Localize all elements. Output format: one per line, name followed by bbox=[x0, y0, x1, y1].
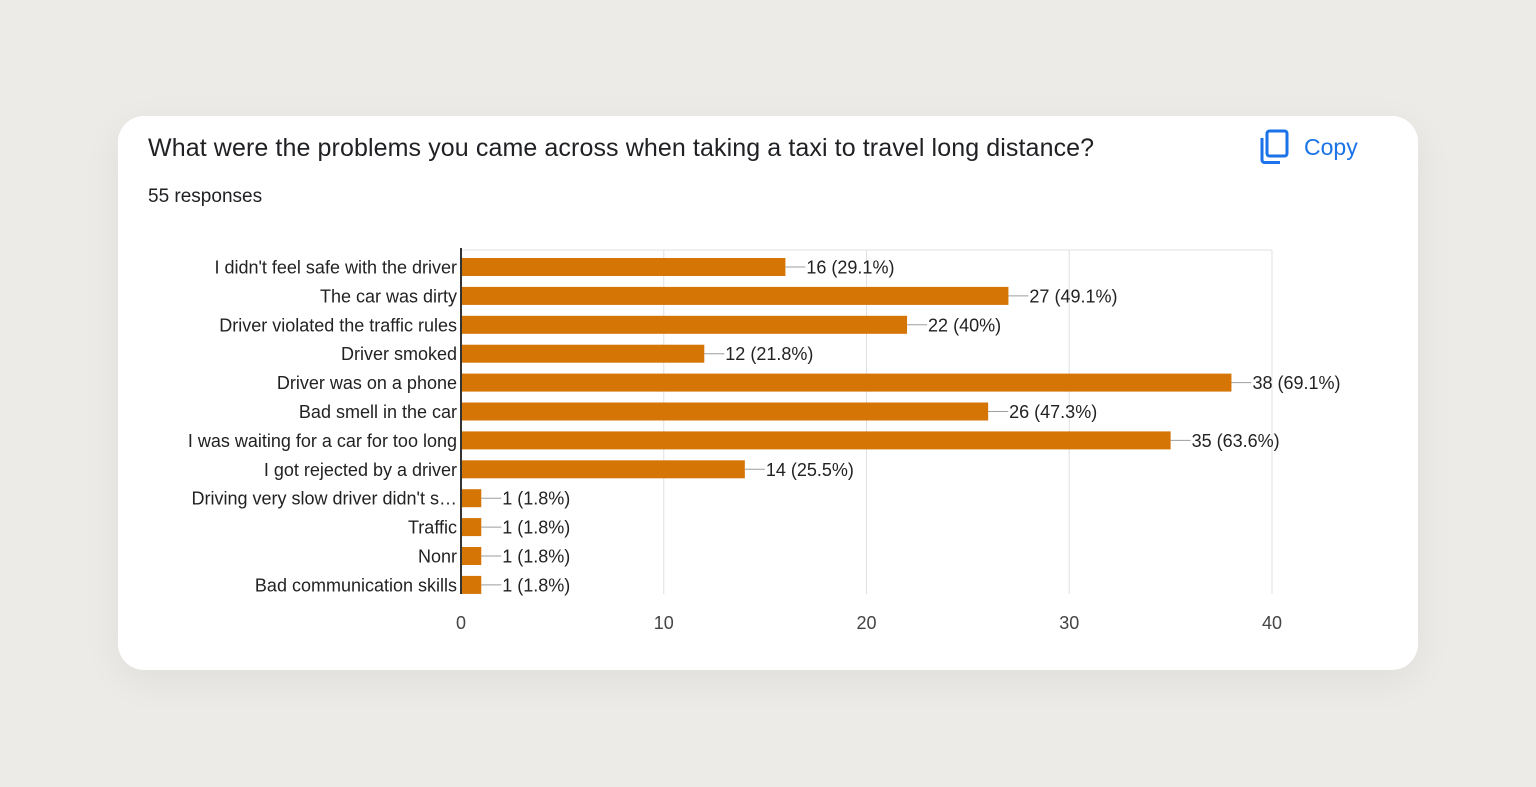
data-label: 27 (49.1%) bbox=[1029, 286, 1117, 306]
bar-chart: 0 10 20 30 40 I didn't feel safe with the dri… bbox=[188, 248, 1341, 633]
copy-icon bbox=[1258, 129, 1290, 165]
category-label: Driver violated the traffic rules bbox=[219, 315, 457, 335]
category-label: I didn't feel safe with the driver bbox=[214, 258, 457, 278]
data-label: 1 (1.8%) bbox=[502, 518, 570, 538]
bar bbox=[461, 575, 482, 594]
data-label: 35 (63.6%) bbox=[1192, 431, 1280, 451]
x-tick-label: 40 bbox=[1262, 613, 1282, 633]
category-label: Driving very slow driver didn't s… bbox=[191, 489, 457, 509]
category-label: Nonr bbox=[418, 547, 457, 567]
bar bbox=[461, 518, 482, 537]
x-tick-label: 0 bbox=[456, 613, 466, 633]
chart-card: What were the problems you came across w… bbox=[118, 116, 1418, 670]
category-label: The car was dirty bbox=[320, 286, 457, 306]
bar bbox=[461, 431, 1171, 450]
x-tick-label: 30 bbox=[1059, 613, 1079, 633]
copy-label: Copy bbox=[1304, 133, 1358, 160]
x-tick-label: 10 bbox=[654, 613, 674, 633]
bar bbox=[461, 286, 1009, 305]
category-label: I got rejected by a driver bbox=[264, 460, 457, 480]
category-label: Bad communication skills bbox=[255, 575, 457, 595]
question-title: What were the problems you came across w… bbox=[148, 134, 1095, 162]
category-label: Bad smell in the car bbox=[299, 402, 457, 422]
x-tick-label: 20 bbox=[856, 613, 876, 633]
response-count: 55 responses bbox=[148, 186, 263, 207]
data-label: 16 (29.1%) bbox=[806, 258, 894, 278]
bar bbox=[461, 373, 1232, 392]
category-label: Driver smoked bbox=[341, 344, 457, 364]
data-label: 38 (69.1%) bbox=[1252, 373, 1340, 393]
copy-button[interactable]: Copy bbox=[1258, 128, 1358, 166]
data-label: 1 (1.8%) bbox=[502, 489, 570, 509]
bar bbox=[461, 460, 745, 479]
bar bbox=[461, 344, 705, 363]
data-label: 26 (47.3%) bbox=[1009, 402, 1097, 422]
data-label: 12 (21.8%) bbox=[725, 344, 813, 364]
bar bbox=[461, 402, 989, 421]
data-label: 22 (40%) bbox=[928, 315, 1001, 335]
bar bbox=[461, 547, 482, 565]
category-label: Driver was on a phone bbox=[277, 373, 457, 393]
data-label: 1 (1.8%) bbox=[502, 547, 570, 567]
category-label: I was waiting for a car for too long bbox=[188, 431, 457, 451]
bar bbox=[461, 489, 482, 508]
bar bbox=[461, 258, 786, 276]
bar bbox=[461, 315, 908, 334]
data-label: 1 (1.8%) bbox=[502, 575, 570, 595]
data-label: 14 (25.5%) bbox=[766, 460, 854, 480]
category-label: Traffic bbox=[408, 518, 457, 538]
